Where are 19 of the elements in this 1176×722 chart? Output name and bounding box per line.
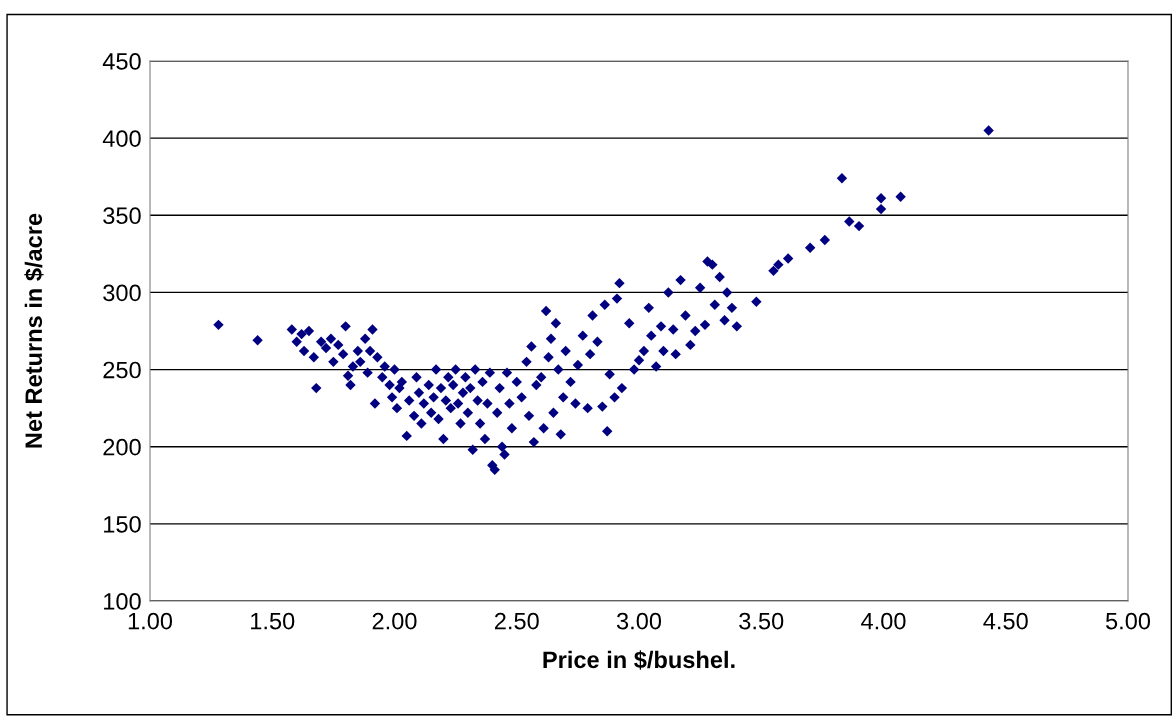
y-tick-label: 450 — [102, 53, 141, 70]
x-tick-label: 1.00 — [128, 612, 173, 630]
x-tick-label: 2.50 — [494, 612, 539, 630]
x-axis-title: Price in $/bushel. — [543, 650, 735, 670]
x-tick-label: 5.00 — [1105, 612, 1151, 630]
y-tick-label: 250 — [103, 361, 141, 379]
y-tick-label: 100 — [104, 593, 141, 610]
y-tick-label: 350 — [103, 207, 141, 225]
y-tick-label: 200 — [103, 438, 141, 456]
x-tick-label: 1.50 — [251, 612, 295, 630]
x-tick-label: 4.00 — [861, 612, 906, 630]
x-tick-label: 3.00 — [616, 612, 662, 630]
y-axis-title: Net Returns in $/acre — [24, 213, 44, 448]
y-tick-label: 150 — [104, 515, 141, 533]
y-tick-label: 400 — [102, 130, 141, 147]
x-tick-label: 4.50 — [983, 612, 1028, 630]
x-tick-label: 2.00 — [372, 612, 417, 630]
y-tick-label: 300 — [103, 284, 141, 302]
x-tick-label: 3.50 — [739, 612, 784, 630]
